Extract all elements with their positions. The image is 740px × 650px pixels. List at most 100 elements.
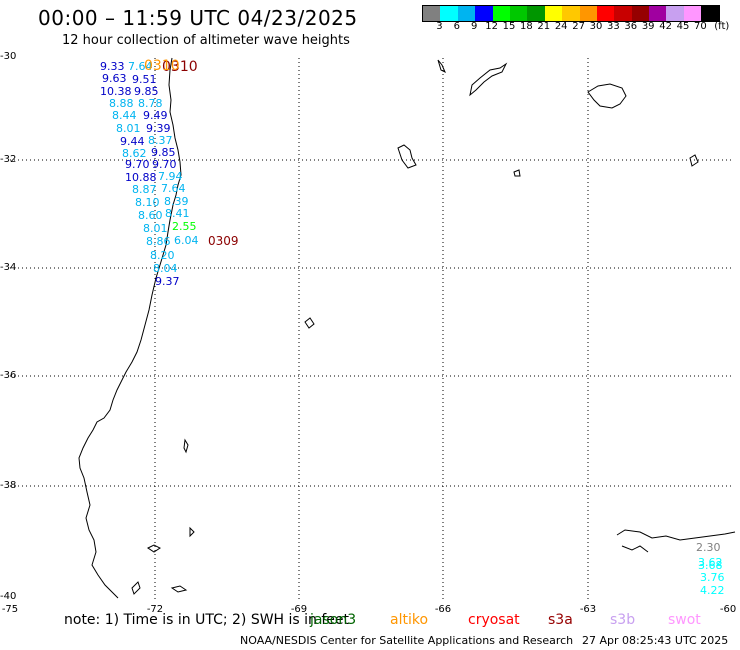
color-swatch [614, 6, 632, 21]
color-scale-legend [422, 5, 720, 22]
graticule [10, 58, 732, 600]
wave-height-value: 8.60 [138, 209, 163, 222]
longitude-label: -66 [434, 604, 452, 615]
wave-height-value: 7.64 [161, 182, 186, 195]
wave-height-value: 3.62 [698, 556, 723, 569]
color-scale-label: 45 [676, 21, 690, 32]
color-swatch [475, 6, 493, 21]
color-swatch [509, 6, 528, 21]
wave-height-value: 9.37 [155, 275, 180, 288]
wave-height-value: 4.22 [700, 584, 725, 597]
wave-height-value: 9.44 [120, 135, 145, 148]
color-scale-label: (ft) [714, 21, 730, 32]
longitude-label: -75 [1, 604, 19, 615]
satellite-legend-item: altiko [390, 612, 429, 628]
wave-height-value: 8.88 [109, 97, 134, 110]
wave-height-value: 2.55 [172, 220, 197, 233]
latitude-label: -30 [0, 51, 17, 62]
color-swatch [683, 6, 702, 21]
wave-height-value: 2.30 [696, 541, 721, 554]
wave-height-value: 8.86 [146, 235, 171, 248]
longitude-label: -60 [719, 604, 737, 615]
satellite-legend-item: swot [668, 612, 701, 628]
color-swatch [649, 6, 667, 21]
pass-time-label: 0309 [208, 234, 239, 248]
wave-height-value: 9.63 [102, 72, 127, 85]
wave-height-value: 6.04 [174, 234, 199, 247]
color-scale-label: 12 [485, 21, 498, 32]
latitude-label: -40 [0, 591, 17, 602]
longitude-label: -72 [146, 604, 164, 615]
latitude-label: -34 [0, 262, 17, 273]
wave-height-value: 8.41 [165, 207, 190, 220]
wave-height-value: 8.44 [112, 109, 137, 122]
color-swatch [492, 6, 510, 21]
wave-height-value: 8.01 [143, 222, 168, 235]
wave-height-value: 8.62 [122, 147, 147, 160]
color-scale-label: 18 [520, 21, 533, 32]
chart-subtitle: 12 hour collection of altimeter wave hei… [62, 33, 350, 48]
color-swatch [596, 6, 615, 21]
color-scale-label: 21 [537, 21, 551, 32]
color-scale-label: 42 [659, 21, 672, 32]
wave-height-value: 8.04 [153, 262, 178, 275]
color-swatch [423, 6, 441, 21]
longitude-label: -69 [290, 604, 308, 615]
latitude-label: -36 [0, 370, 17, 381]
wave-height-value: 8.87 [132, 183, 157, 196]
wave-height-value: 7.64 [128, 60, 153, 73]
color-swatch [631, 6, 650, 21]
latitude-label: -38 [0, 480, 17, 491]
coastline-south-africa [616, 529, 736, 553]
color-scale-label: 36 [624, 21, 638, 32]
coastline-south-america [78, 57, 195, 599]
wave-height-value: 9.33 [100, 60, 125, 73]
color-swatch [544, 6, 563, 21]
color-swatch [562, 6, 580, 21]
wave-height-value: 8.20 [150, 249, 175, 262]
color-scale-label: 33 [607, 21, 620, 32]
satellite-legend-item: s3a [548, 612, 573, 628]
color-swatch [701, 6, 719, 21]
units-note: note: 1) Time is in UTC; 2) SWH is in fe… [64, 612, 350, 628]
color-swatch [579, 6, 597, 21]
color-scale-label: 39 [641, 21, 655, 32]
color-scale-label: 30 [589, 21, 603, 32]
wave-height-value: 9.49 [143, 109, 168, 122]
wave-height-value: 8.37 [148, 134, 173, 147]
wave-height-value: 9.85 [151, 146, 176, 159]
satellite-legend-item: s3b [610, 612, 636, 628]
footer-organization: NOAA/NESDIS Center for Satellite Applica… [240, 634, 574, 647]
wave-height-value: 10.88 [125, 171, 157, 184]
wave-height-value: 9.39 [146, 122, 171, 135]
wave-height-value: 9.70 [125, 158, 150, 171]
wave-height-value: 3.68 [698, 559, 723, 572]
wave-height-value: 9.70 [152, 158, 177, 171]
wave-height-value: 10.38 [100, 85, 132, 98]
wave-height-value: 8.39 [164, 195, 189, 208]
color-swatch [457, 6, 476, 21]
satellite-legend-item: cryosat [468, 612, 520, 628]
color-scale-label: 70 [694, 21, 707, 32]
color-scale-label: 6 [453, 21, 460, 32]
wave-height-value: 8.01 [116, 122, 141, 135]
color-swatch [440, 6, 458, 21]
footer-timestamp: 27 Apr 08:25:43 UTC 2025 [582, 634, 729, 647]
color-swatch [527, 6, 545, 21]
wave-height-value: 9.51 [132, 73, 157, 86]
pass-time-label: 0310 [162, 59, 198, 75]
chart-title: 00:00 – 11:59 UTC 04/23/2025 [38, 6, 358, 30]
wave-height-value: 7.94 [158, 170, 183, 183]
color-swatch [666, 6, 684, 21]
wave-height-value: 9.85 [134, 85, 159, 98]
wave-height-value: 8.10 [135, 196, 160, 209]
islands [304, 59, 699, 329]
longitude-label: -63 [579, 604, 597, 615]
color-scale-label: 9 [471, 21, 478, 32]
color-scale-label: 24 [554, 21, 568, 32]
wave-height-value: 8.78 [138, 97, 163, 110]
color-scale-label: 27 [572, 21, 585, 32]
latitude-label: -32 [0, 154, 17, 165]
color-scale-label: 15 [502, 21, 516, 32]
